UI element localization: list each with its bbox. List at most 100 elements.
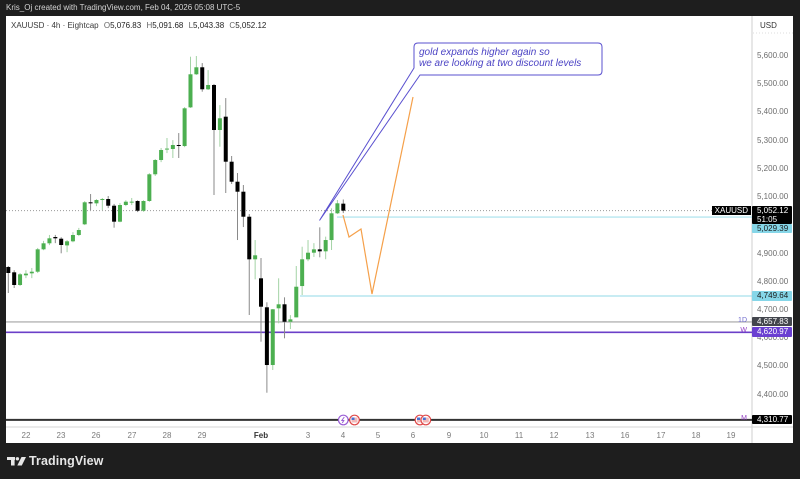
candle-body <box>211 84 216 131</box>
bearish-candle <box>235 172 240 241</box>
candle-body <box>117 205 122 222</box>
bearish-candle <box>135 200 140 213</box>
time-tick-label: 4 <box>340 431 346 440</box>
bullish-candle <box>70 232 75 243</box>
candle-body <box>23 273 28 276</box>
price-tick-label: 4,700.00 <box>757 305 789 315</box>
flag-canton <box>351 417 355 420</box>
tradingview-brand: TradingView <box>29 454 104 468</box>
bullish-candle <box>329 208 334 250</box>
us-flag-icon[interactable] <box>349 414 360 426</box>
candle-body <box>159 149 164 161</box>
bearish-candle <box>223 98 228 194</box>
candle-body <box>217 118 222 131</box>
drawings[interactable] <box>319 42 603 295</box>
candle-body <box>288 319 293 322</box>
time-tick-label: 9 <box>446 431 452 440</box>
bearish-candle <box>241 184 246 228</box>
bullish-candle <box>206 70 211 91</box>
bearish-candle <box>211 83 216 196</box>
candle-body <box>241 191 246 217</box>
candle-body <box>6 267 11 273</box>
time-tick-label: 22 <box>21 431 31 440</box>
bullish-candle <box>100 197 105 211</box>
currency-label[interactable]: USD <box>760 21 777 30</box>
economic-events[interactable] <box>337 414 432 426</box>
time-tick-label: 13 <box>585 431 595 440</box>
weekly-level-label[interactable]: 4,620.97 <box>752 327 792 337</box>
bearish-candle <box>6 265 11 294</box>
weekly-level-tag: W <box>740 327 747 335</box>
bullish-candle <box>29 267 34 279</box>
bearish-candle <box>112 203 117 228</box>
bullish-candle <box>300 246 305 296</box>
close-value: 5,052.12 <box>235 21 267 30</box>
candle-body <box>341 203 346 211</box>
chart-area[interactable] <box>6 16 793 443</box>
discount-level-1-label[interactable]: 5,029.39 <box>752 223 792 234</box>
bullish-candle <box>182 107 187 148</box>
candle-body <box>65 241 70 246</box>
candle-body <box>206 84 211 90</box>
bullish-candle <box>294 265 299 318</box>
price-tick-label: 4,900.00 <box>757 248 789 258</box>
candle-body <box>70 235 75 242</box>
bearish-candle <box>200 63 205 92</box>
candle-body <box>76 230 81 236</box>
price-label-value: 4,620.97 <box>757 327 789 337</box>
bearish-candle <box>317 227 322 258</box>
monthly-level-tag: M <box>741 414 747 422</box>
time-tick-label: 3 <box>305 431 311 440</box>
horizontal-levels[interactable] <box>6 210 752 421</box>
bullish-candle <box>159 148 164 163</box>
callout-text-line-2[interactable]: we are looking at two discount levels <box>419 58 582 69</box>
discount-level-2-label[interactable]: 4,749.64 <box>752 291 792 301</box>
candle-body <box>170 144 175 150</box>
monthly-level-label[interactable]: 4,310.77 <box>752 414 792 425</box>
time-tick-label: 10 <box>479 431 489 440</box>
low-value: 5,043.38 <box>193 21 225 30</box>
bearish-candle <box>247 214 252 315</box>
us-flag-icon[interactable] <box>420 414 432 426</box>
candle-body <box>88 202 93 204</box>
bullish-candle <box>35 247 40 274</box>
price-tick-label: 5,500.00 <box>757 79 789 89</box>
callout-text-line-1[interactable]: gold expands higher again so <box>419 47 550 58</box>
candle-body <box>223 116 228 162</box>
candle-body <box>300 259 305 287</box>
candle-body <box>106 199 111 206</box>
time-tick-label: 6 <box>410 431 416 440</box>
time-tick-label: 29 <box>197 431 207 440</box>
price-label-value: 4,749.64 <box>757 291 789 301</box>
bearish-candle <box>282 297 287 339</box>
daily-level-tag: 1D <box>738 316 747 324</box>
price-tick-label: 5,100.00 <box>757 192 789 202</box>
projection-path[interactable] <box>342 96 414 295</box>
symbol-legend[interactable]: XAUUSD · 4h · Eightcap O5,076.83 H5,091.… <box>11 21 269 31</box>
lightning-icon[interactable] <box>337 414 349 426</box>
candle-body <box>100 199 105 201</box>
candle-body <box>35 249 40 272</box>
time-tick-label: 16 <box>620 431 630 440</box>
open-label: O <box>103 21 111 30</box>
bar-countdown: 51:05 <box>757 215 778 225</box>
bearish-candle <box>53 234 58 244</box>
time-tick-label: 23 <box>56 431 66 440</box>
bullish-candle <box>117 203 122 223</box>
callout-bubble[interactable] <box>319 42 603 221</box>
price-tick-label: 4,500.00 <box>757 361 789 371</box>
current-price-label[interactable]: 5,052.12 51:05 <box>752 205 792 225</box>
candle-body <box>164 148 169 150</box>
symbol-price-tag: XAUUSD <box>711 205 751 216</box>
daily-level-label[interactable]: 4,657.83 <box>752 316 792 327</box>
price-label-value: 4,657.83 <box>757 316 789 326</box>
candle-body <box>235 181 240 192</box>
candle-body <box>229 161 234 182</box>
candle-body <box>147 174 152 201</box>
high-label: H <box>146 21 153 30</box>
candle-body <box>182 108 187 147</box>
candlestick-series <box>6 55 346 393</box>
candle-body <box>176 144 181 146</box>
price-label-value: 4,310.77 <box>757 414 789 424</box>
